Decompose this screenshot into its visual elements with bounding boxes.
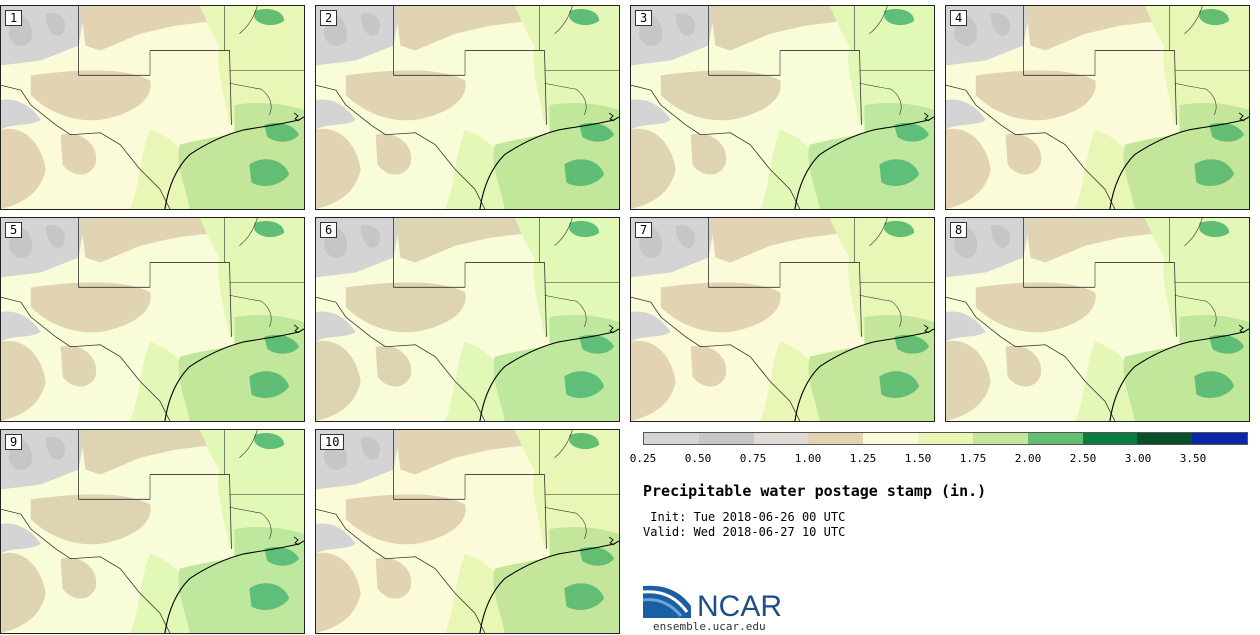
member-number: 2 <box>320 10 338 26</box>
member-map <box>316 218 619 421</box>
colorbar <box>643 432 1248 445</box>
member-number: 5 <box>5 222 23 238</box>
member-map <box>946 6 1249 209</box>
ncar-url[interactable]: ensemble.ucar.edu <box>653 620 766 633</box>
ncar-logo-text: NCAR <box>697 590 782 620</box>
valid-time: Valid: Wed 2018-06-27 10 UTC <box>643 525 846 539</box>
member-number: 3 <box>635 10 653 26</box>
member-panel: 2 <box>315 5 620 210</box>
member-number: 9 <box>5 434 23 450</box>
page-title: Precipitable water postage stamp (in.) <box>643 482 987 500</box>
member-number: 10 <box>320 434 345 450</box>
colorbar-segment <box>1027 433 1083 444</box>
member-panel: 3 <box>630 5 935 210</box>
colorbar-segment <box>1137 433 1193 444</box>
colorbar-tick-label: 1.75 <box>959 452 987 465</box>
init-time: Init: Tue 2018-06-26 00 UTC <box>643 510 846 524</box>
member-map <box>631 6 934 209</box>
colorbar-segment <box>753 433 809 444</box>
member-map <box>1 218 304 421</box>
colorbar-segment <box>698 433 754 444</box>
member-panel: 7 <box>630 217 935 422</box>
member-panel: 4 <box>945 5 1250 210</box>
colorbar-ticks: 0.25 0.50 0.75 1.00 1.25 1.50 1.75 2.00 2.50 3.00… <box>629 452 1260 466</box>
colorbar-segment <box>644 433 699 444</box>
colorbar-tick-label: 3.00 <box>1124 452 1152 465</box>
colorbar-tick-label: 2.50 <box>1069 452 1097 465</box>
member-number: 8 <box>950 222 968 238</box>
member-number: 6 <box>320 222 338 238</box>
member-number: 7 <box>635 222 653 238</box>
member-map <box>1 430 304 633</box>
member-number: 1 <box>5 10 23 26</box>
member-panel: 8 <box>945 217 1250 422</box>
colorbar-tick-label: 1.00 <box>794 452 822 465</box>
member-number: 4 <box>950 10 968 26</box>
colorbar-tick-label: 2.00 <box>1014 452 1042 465</box>
member-map <box>631 218 934 421</box>
colorbar-segment <box>1192 433 1247 444</box>
colorbar-tick-label: 0.50 <box>684 452 712 465</box>
colorbar-tick-label: 1.25 <box>849 452 877 465</box>
colorbar-segment <box>972 433 1028 444</box>
member-map <box>946 218 1249 421</box>
colorbar-tick-label: 0.25 <box>629 452 657 465</box>
colorbar-segment <box>1082 433 1138 444</box>
member-panel: 5 <box>0 217 305 422</box>
member-map <box>316 430 619 633</box>
member-panel: 9 <box>0 429 305 634</box>
colorbar-tick-label: 3.50 <box>1179 452 1207 465</box>
colorbar-tick-label: 0.75 <box>739 452 767 465</box>
ncar-logo[interactable]: NCAR <box>641 578 791 620</box>
colorbar-tick-label: 1.50 <box>904 452 932 465</box>
member-panel: 1 <box>0 5 305 210</box>
colorbar-segment <box>863 433 919 444</box>
member-panel: 6 <box>315 217 620 422</box>
member-map <box>316 6 619 209</box>
colorbar-segment <box>918 433 973 444</box>
member-map <box>1 6 304 209</box>
member-panel: 10 <box>315 429 620 634</box>
colorbar-segment <box>808 433 864 444</box>
